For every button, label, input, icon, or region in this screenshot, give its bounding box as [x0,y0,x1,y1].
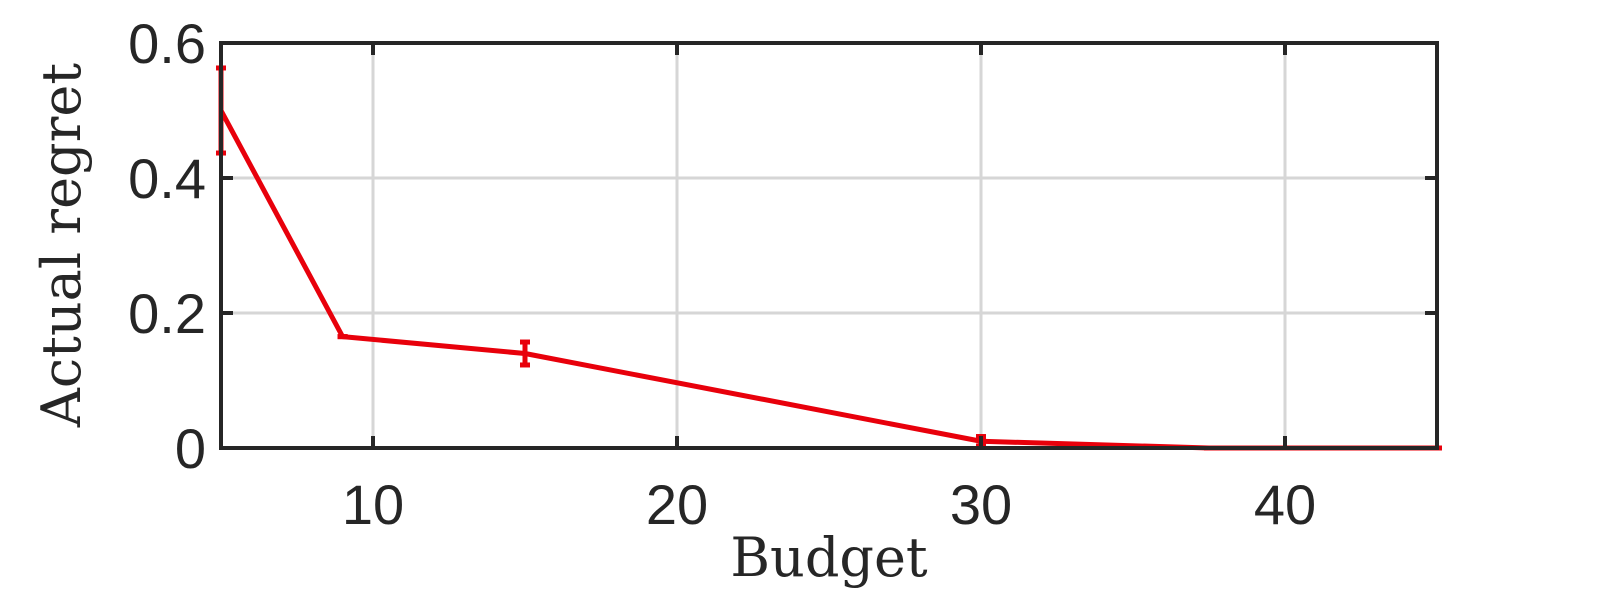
x-tick-label: 40 [1254,473,1316,536]
x-tick-labels: 10 20 30 40 [342,473,1316,536]
x-tick-label: 10 [342,473,404,536]
series-line [218,109,1437,451]
x-axis-label: Budget [730,526,928,589]
y-tick-label: 0.2 [128,282,206,345]
grid-lines [221,43,1437,448]
y-tick-labels: 0 0.2 0.4 0.6 [128,12,206,480]
axes-box [219,41,1439,450]
y-tick-label: 0.4 [128,147,206,210]
y-tick-label: 0 [175,417,206,480]
error-bar [520,339,530,368]
y-axis-label: Actual regret [30,63,93,428]
x-tick-label: 20 [646,473,708,536]
x-tick-label: 30 [950,473,1012,536]
y-tick-label: 0.6 [128,12,206,75]
series-layer [216,65,1442,451]
tick-marks [221,41,1437,450]
